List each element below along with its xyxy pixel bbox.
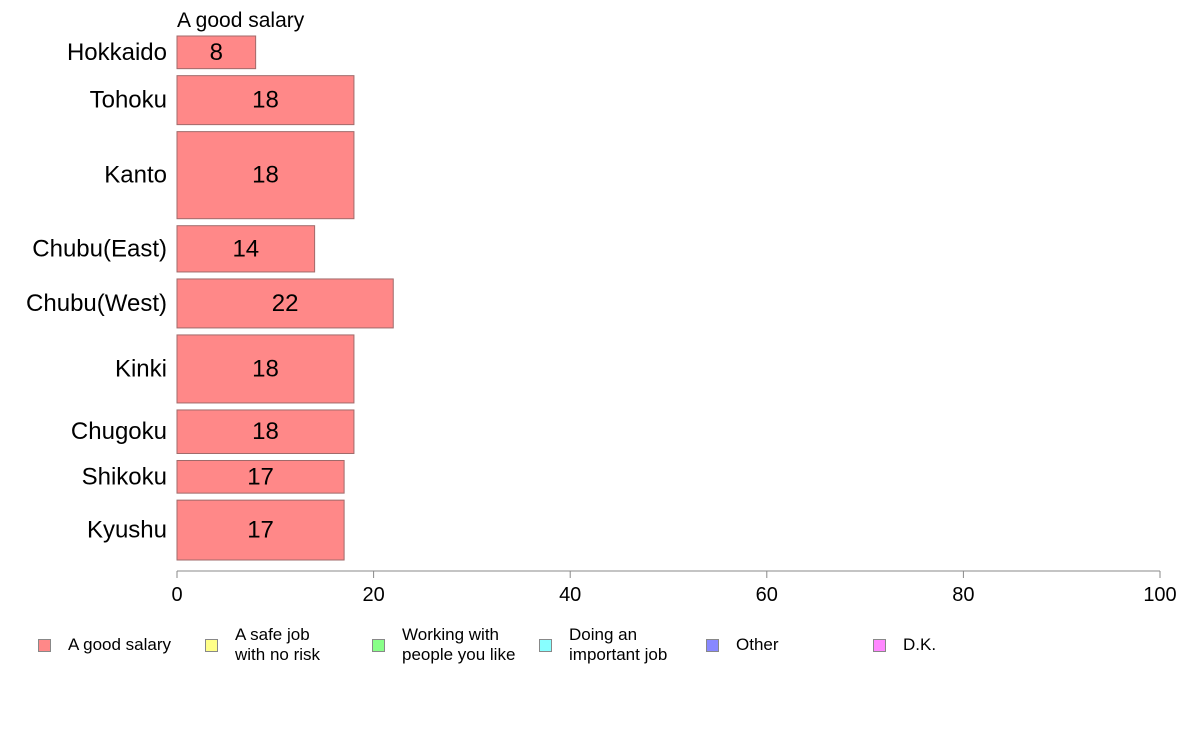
value-label: 17 xyxy=(247,517,274,544)
legend-label: A safe job with no risk xyxy=(235,625,321,664)
legend-item: A safe job with no risk xyxy=(205,621,320,669)
legend-label: Other xyxy=(736,635,779,654)
chart-title: A good salary xyxy=(177,9,305,32)
value-label: 18 xyxy=(252,355,279,382)
bar-chugoku xyxy=(176,409,355,454)
category-label: Kanto xyxy=(104,162,167,189)
value-label: 18 xyxy=(252,162,279,189)
legend-label: D.K. xyxy=(903,635,937,654)
legend-item: Other xyxy=(706,621,779,669)
legend-swatch xyxy=(38,638,51,652)
category-label: Kinki xyxy=(115,355,167,382)
legend-item: D.K. xyxy=(873,621,936,669)
bars-group: Hokkaido 8 Tohoku 18 Kanto 18 Chubu(East) 14 Chu… xyxy=(26,35,394,561)
value-label: 22 xyxy=(272,290,299,317)
legend-item: Doing an important job xyxy=(539,621,667,669)
legend-label: Working with people you like xyxy=(402,625,516,664)
category-label: Kyushu xyxy=(87,517,167,544)
bar-chubu-east xyxy=(176,225,316,273)
value-label: 18 xyxy=(252,418,279,445)
x-axis: 0 20 40 60 80 100 xyxy=(171,570,1177,606)
bar-kyushu xyxy=(176,499,345,561)
legend-item: A good salary xyxy=(38,621,171,669)
legend-item: Working with people you like xyxy=(372,621,515,669)
x-tick-label: 0 xyxy=(171,584,182,606)
category-label: Chugoku xyxy=(71,418,167,445)
value-label: 14 xyxy=(232,235,259,262)
legend-swatch xyxy=(372,638,385,652)
legend-swatch xyxy=(706,638,719,652)
bar-kinki xyxy=(176,334,355,404)
x-tick-label: 40 xyxy=(559,584,581,606)
x-tick-label: 60 xyxy=(756,584,778,606)
legend-label: Doing an important job xyxy=(569,625,668,664)
legend-swatch xyxy=(205,638,218,652)
bar-tohoku xyxy=(176,75,355,126)
value-label: 8 xyxy=(210,39,223,66)
bar-kanto xyxy=(176,131,355,220)
legend-swatch xyxy=(873,638,886,652)
legend: A good salary A safe job with no risk Work… xyxy=(38,621,1138,669)
legend-swatch xyxy=(539,638,552,652)
x-tick-label: 100 xyxy=(1143,584,1176,606)
category-label: Shikoku xyxy=(82,463,167,490)
category-label: Hokkaido xyxy=(67,39,167,66)
x-tick-label: 20 xyxy=(362,584,384,606)
bar-shikoku xyxy=(176,459,345,494)
x-tick-label: 80 xyxy=(952,584,974,606)
bar-chubu-west xyxy=(176,278,394,329)
category-label: Tohoku xyxy=(90,87,167,114)
bar-hokkaido xyxy=(176,35,257,70)
value-label: 17 xyxy=(247,463,274,490)
category-label: Chubu(West) xyxy=(26,290,167,317)
value-label: 18 xyxy=(252,87,279,114)
category-label: Chubu(East) xyxy=(32,235,167,262)
legend-label: A good salary xyxy=(68,635,172,654)
